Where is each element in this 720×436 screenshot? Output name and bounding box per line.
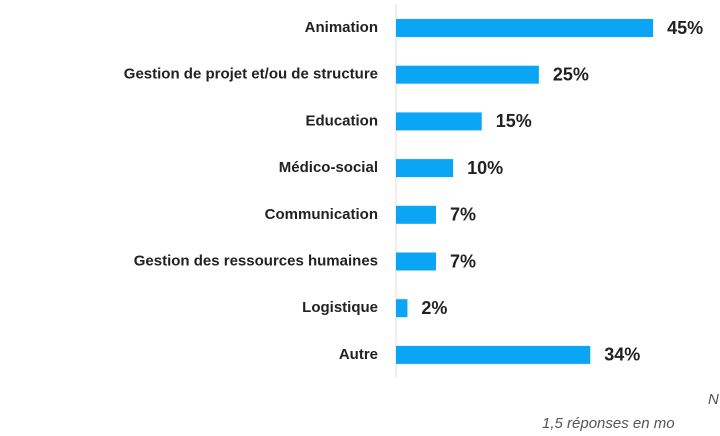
bar	[396, 345, 591, 364]
annotation: N	[708, 391, 719, 408]
category-label: Gestion de projet et/ou de structure	[124, 66, 378, 83]
category-label: Animation	[305, 19, 378, 36]
category-label: Logistique	[302, 299, 378, 316]
bar	[396, 299, 408, 318]
bar	[396, 112, 482, 131]
value-label: 10%	[467, 158, 503, 178]
bar	[396, 252, 436, 271]
value-label: 34%	[604, 345, 640, 365]
value-label: 45%	[667, 18, 703, 38]
category-label: Education	[305, 112, 378, 129]
category-label: Gestion des ressources humaines	[134, 252, 378, 269]
category-label: Communication	[265, 206, 378, 223]
bar	[396, 65, 539, 84]
value-label: 7%	[450, 205, 476, 225]
bar	[396, 205, 436, 224]
value-label: 25%	[553, 64, 589, 84]
value-label: 15%	[496, 111, 532, 131]
category-label: Médico-social	[279, 159, 378, 176]
value-label: 2%	[421, 298, 447, 318]
value-label: 7%	[450, 251, 476, 271]
annotation: 1,5 réponses en mo	[542, 415, 675, 432]
bar	[396, 159, 454, 178]
bar	[396, 19, 654, 37]
category-label: Autre	[339, 346, 378, 363]
